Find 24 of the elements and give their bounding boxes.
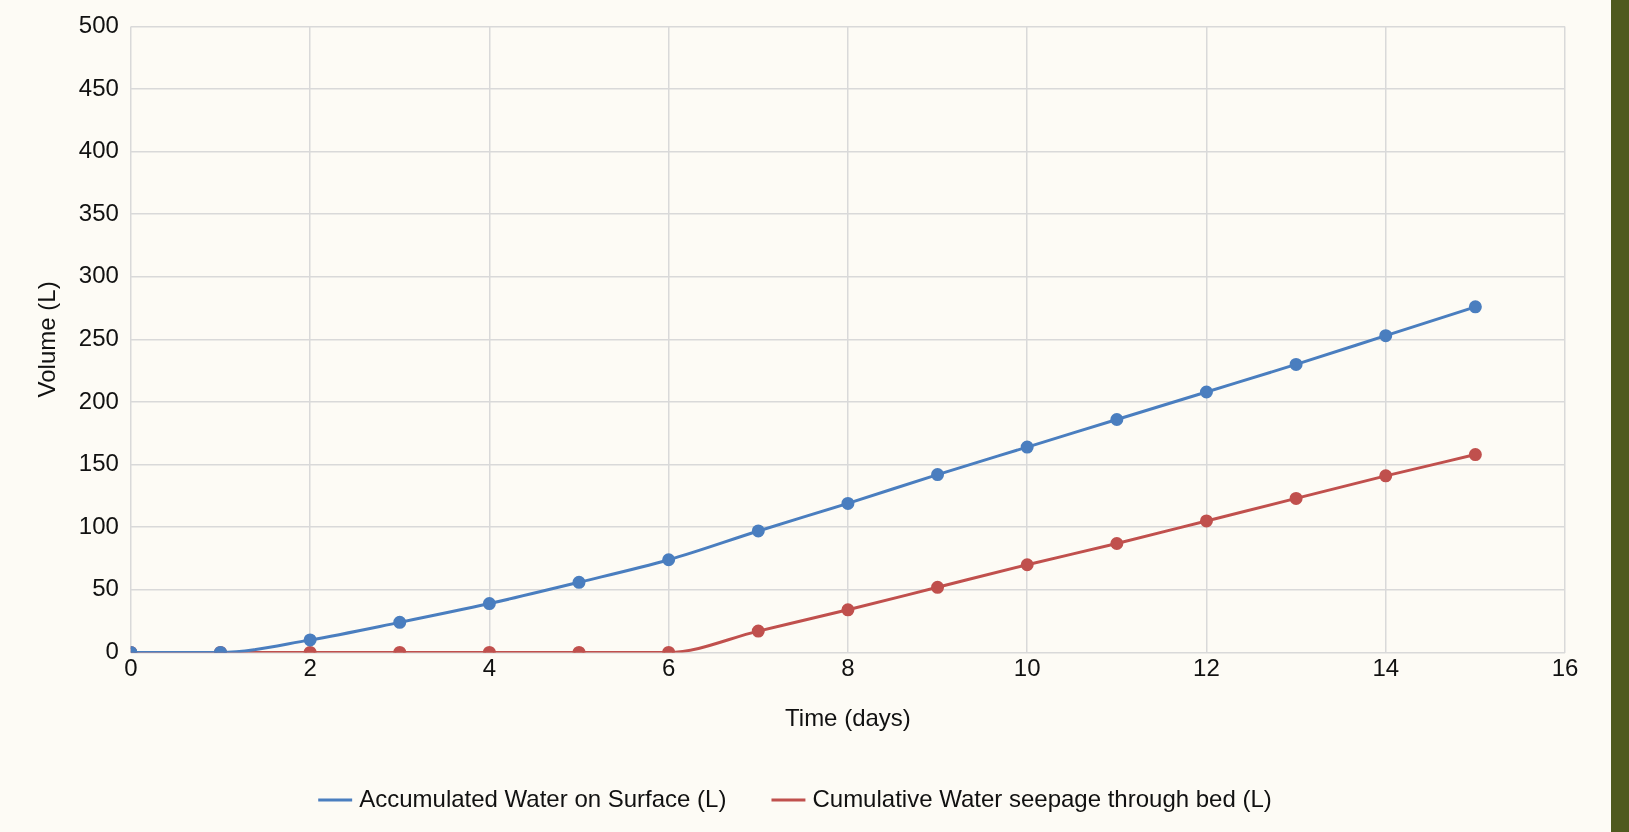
x-tick-label: 6 [661, 654, 676, 682]
legend-label: Cumulative Water seepage through bed (L) [812, 784, 1272, 812]
y-tick-label: 150 [78, 449, 119, 477]
y-tick-label: 50 [92, 574, 119, 602]
x-tick-label: 8 [841, 654, 855, 682]
y-tick-label: 250 [78, 324, 119, 352]
y-tick-label: 400 [78, 136, 119, 164]
y-tick-label: 450 [78, 73, 119, 101]
x-tick-label: 16 [1551, 654, 1579, 682]
y-tick-label: 350 [78, 198, 119, 226]
x-tick-label: 12 [1193, 654, 1220, 682]
y-axis-title: Volume (L) [33, 281, 61, 398]
y-tick-label: 500 [78, 11, 119, 39]
x-tick-label: 14 [1372, 654, 1400, 682]
y-tick-label: 0 [105, 637, 119, 665]
x-tick-label: 4 [482, 654, 497, 682]
x-tick-label: 10 [1013, 654, 1041, 682]
y-tick-label: 200 [78, 386, 119, 414]
legend-label: Accumulated Water on Surface (L) [359, 784, 727, 812]
y-tick-label: 100 [78, 511, 119, 539]
x-axis-title: Time (days) [785, 704, 911, 732]
x-tick-label: 2 [303, 654, 317, 682]
x-tick-label: 0 [124, 654, 138, 682]
y-tick-label: 300 [78, 261, 119, 289]
